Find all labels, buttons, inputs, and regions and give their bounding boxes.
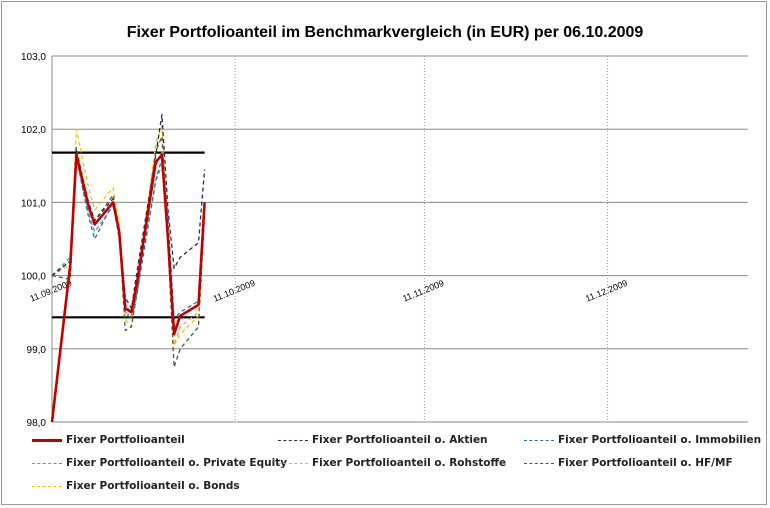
series-line-2 <box>51 113 206 310</box>
y-tick-label: 102,0 <box>21 125 46 136</box>
legend-swatch <box>278 462 308 464</box>
legend-label: Fixer Portfolioanteil o. Bonds <box>66 480 240 492</box>
series-line-1 <box>50 153 206 423</box>
legend-item: Fixer Portfolioanteil o. Rohstoffe <box>278 457 506 469</box>
legend-label: Fixer Portfolioanteil o. Aktien <box>312 434 488 446</box>
x-tick-label: 11.10.2009 <box>212 278 257 304</box>
series-line-4 <box>51 157 206 328</box>
y-tick-label: 103,0 <box>21 52 46 63</box>
legend-swatch <box>524 462 554 464</box>
chart-title: Fixer Portfolioanteil im Benchmarkvergle… <box>127 24 644 41</box>
legend-item: Fixer Portfolioanteil o. Aktien <box>278 434 488 446</box>
y-tick-label: 100,0 <box>21 272 46 283</box>
legend-item: Fixer Portfolioanteil <box>32 434 185 446</box>
legend-swatch <box>32 438 62 442</box>
legend-label: Fixer Portfolioanteil o. Immobilien <box>558 434 762 446</box>
y-tick-label: 99,0 <box>27 345 47 356</box>
legend-label: Fixer Portfolioanteil <box>66 434 185 446</box>
series-lines <box>50 113 206 423</box>
y-tick-label: 98,0 <box>27 418 47 429</box>
legend-swatch <box>278 439 308 441</box>
x-tick-label: 11.11.2009 <box>401 278 445 304</box>
legend-item: Fixer Portfolioanteil o. Immobilien <box>524 434 761 446</box>
legend-swatch <box>32 485 62 487</box>
series-line-7 <box>51 124 206 346</box>
legend-label: Fixer Portfolioanteil o. HF/MF <box>558 457 733 469</box>
legend-item: Fixer Portfolioanteil o. Private Equity <box>32 457 287 469</box>
y-tick-label: 101,0 <box>21 198 46 209</box>
legend-swatch <box>32 462 62 464</box>
grid-lines <box>52 55 748 423</box>
legend-item: Fixer Portfolioanteil o. HF/MF <box>524 457 733 469</box>
legend-label: Fixer Portfolioanteil o. Private Equity <box>66 457 288 469</box>
legend-swatch <box>524 439 554 441</box>
x-tick-label: 11.12.2009 <box>584 278 629 304</box>
legend-label: Fixer Portfolioanteil o. Rohstoffe <box>312 457 507 469</box>
legend-item: Fixer Portfolioanteil o. Bonds <box>32 480 240 492</box>
